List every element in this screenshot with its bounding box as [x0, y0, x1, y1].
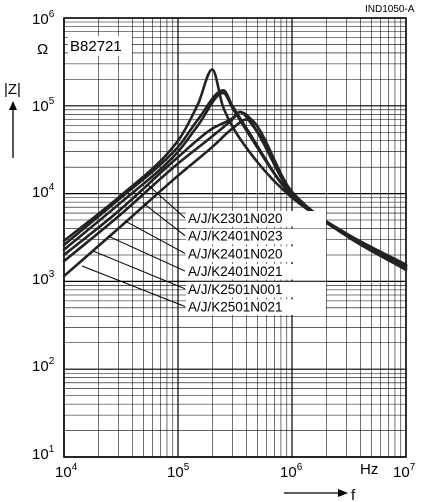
legend-label-2: A/J/K2401N023	[188, 229, 283, 244]
legend-leader-3	[124, 220, 186, 254]
x-axis-arrow-head	[338, 489, 348, 497]
legend-label-5: A/J/K2501N001	[188, 282, 283, 297]
legend-leader-2	[142, 202, 186, 237]
legend-leaders	[81, 184, 186, 307]
series-title: B82721	[70, 38, 122, 55]
y-tick-1e4: 104	[32, 182, 55, 201]
y-axis-label: |Z|	[4, 81, 21, 98]
x-tick-1e6: 106	[280, 462, 303, 481]
series-box	[68, 36, 132, 56]
plot-frame	[63, 17, 407, 458]
y-tick-1e6: 106	[32, 9, 55, 28]
y-axis-unit: Ω	[37, 41, 48, 58]
legend-label-6: A/J/K2501N021	[188, 300, 283, 315]
legend-label-bg	[186, 299, 326, 315]
legend-label-bg	[186, 246, 326, 262]
y-tick-1e1: 101	[32, 444, 55, 463]
x-tick-1e5: 105	[167, 462, 190, 481]
y-tick-1e3: 103	[32, 269, 55, 288]
x-axis-unit: Hz	[360, 461, 378, 478]
legend-label-bg	[186, 264, 326, 280]
x-tick-1e7: 107	[393, 462, 416, 481]
legend-label-bg	[186, 211, 326, 227]
legend: A/J/K2301N020 A/J/K2401N023 A/J/K2401N020 A…	[186, 211, 326, 315]
y-tick-1e5: 105	[32, 96, 55, 115]
legend-label-bg	[186, 228, 326, 245]
x-tick-1e4: 104	[55, 462, 78, 481]
x-axis-label: f	[351, 487, 356, 502]
y-axis-arrow-head	[9, 101, 17, 110]
legend-label-4: A/J/K2401N021	[188, 264, 283, 279]
y-tick-1e2: 102	[32, 356, 55, 375]
grid-lines	[63, 18, 406, 458]
legend-leader-5	[92, 250, 186, 290]
legend-label-bg	[186, 281, 326, 298]
legend-label-1: A/J/K2301N020	[188, 211, 283, 226]
legend-leader-6	[81, 265, 186, 307]
legend-leader-1	[147, 184, 186, 219]
legend-label-3: A/J/K2401N020	[188, 246, 283, 261]
document-id: IND1050-A	[365, 4, 415, 15]
legend-leader-4	[107, 235, 186, 272]
